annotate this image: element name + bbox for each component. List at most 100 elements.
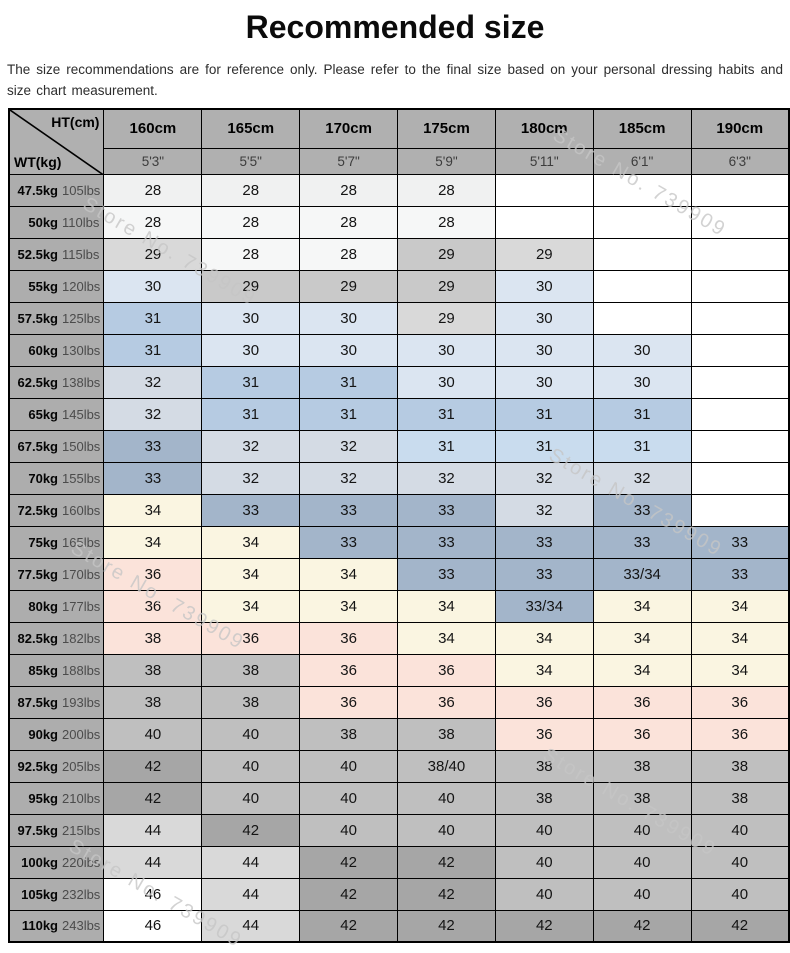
size-value-cell	[592, 269, 692, 303]
size-value-cell: 40	[690, 813, 790, 847]
weight-label-inner: 97.5kg 215lbs	[10, 823, 103, 838]
height-inches-cell: 5'5"	[201, 147, 301, 175]
size-value-cell: 28	[103, 173, 203, 207]
weight-kg-label: 110kg	[21, 918, 58, 934]
size-value-cell: 36	[103, 589, 203, 623]
weight-label-cell: 105kg 232lbs	[8, 877, 105, 911]
size-value-cell: 42	[494, 909, 594, 943]
size-value-cell: 34	[494, 653, 594, 687]
table-row: 47.5kg 105lbs 28 28 28 28	[8, 173, 790, 207]
size-value-cell	[690, 237, 790, 271]
disclaimer-text: The size recommendations are for referen…	[7, 62, 783, 98]
weight-kg-label: 80kg	[28, 598, 58, 614]
weight-kg-label: 67.5kg	[17, 438, 58, 454]
size-value-cell: 36	[103, 557, 203, 591]
table-row: 72.5kg 160lbs 34 33 33 33 32 33	[8, 493, 790, 527]
size-value-cell: 28	[201, 205, 301, 239]
weight-label-cell: 92.5kg 205lbs	[8, 749, 105, 783]
table-row: 52.5kg 115lbs 29 28 28 29 29	[8, 237, 790, 271]
size-value-cell: 42	[397, 909, 496, 943]
weight-label-cell: 80kg 177lbs	[8, 589, 105, 623]
table-row: 57.5kg 125lbs 31 30 30 29 30	[8, 301, 790, 335]
weight-kg-label: 95kg	[28, 790, 58, 806]
size-value-cell: 40	[299, 749, 399, 783]
size-value-cell: 44	[201, 845, 301, 879]
size-value-cell: 30	[494, 333, 594, 367]
weight-label-inner: 110kg 243lbs	[10, 918, 103, 933]
size-value-cell: 42	[201, 813, 301, 847]
size-value-cell: 38	[103, 685, 203, 719]
size-value-cell: 34	[592, 653, 692, 687]
size-value-cell: 46	[103, 877, 203, 911]
size-value-cell: 33	[592, 493, 692, 527]
size-value-cell: 42	[299, 845, 399, 879]
weight-kg-label: 85kg	[28, 662, 58, 678]
table-row: 65kg 145lbs 32 31 31 31 31 31	[8, 397, 790, 431]
weight-label-cell: 55kg 120lbs	[8, 269, 105, 303]
size-value-cell: 36	[690, 685, 790, 719]
size-value-cell: 44	[201, 909, 301, 943]
weight-lbs-label: 205lbs	[62, 758, 101, 774]
size-value-cell: 42	[299, 909, 399, 943]
weight-kg-label: 50kg	[28, 214, 58, 230]
size-value-cell: 34	[494, 621, 594, 655]
size-value-cell: 30	[201, 333, 301, 367]
size-value-cell	[690, 333, 790, 367]
table-row: 62.5kg 138lbs 32 31 31 30 30 30	[8, 365, 790, 399]
size-value-cell: 32	[103, 365, 203, 399]
size-value-cell	[690, 301, 790, 335]
weight-label-cell: 50kg 110lbs	[8, 205, 105, 239]
table-row: 60kg 130lbs 31 30 30 30 30 30	[8, 333, 790, 367]
height-axis-label: HT(cm)	[51, 114, 100, 130]
size-value-cell	[494, 205, 594, 239]
size-value-cell: 38	[592, 749, 692, 783]
size-value-cell: 38	[299, 717, 399, 751]
weight-kg-label: 105kg	[21, 886, 58, 902]
size-value-cell: 31	[397, 429, 496, 463]
weight-lbs-label: 145lbs	[62, 406, 101, 422]
table-row: 50kg 110lbs 28 28 28 28	[8, 205, 790, 239]
size-value-cell: 34	[299, 589, 399, 623]
size-chart-table: HT(cm) WT(kg) 160cm 165cm 170cm 175cm 180cm 1…	[8, 108, 790, 943]
size-value-cell: 30	[494, 301, 594, 335]
size-value-cell: 36	[592, 717, 692, 751]
size-value-cell	[592, 205, 692, 239]
size-value-cell: 38	[690, 749, 790, 783]
size-value-cell: 28	[201, 237, 301, 271]
size-value-cell: 29	[397, 269, 496, 303]
weight-lbs-label: 232lbs	[62, 886, 101, 902]
size-value-cell: 40	[299, 813, 399, 847]
weight-lbs-label: 188lbs	[62, 662, 101, 678]
size-value-cell: 40	[592, 845, 692, 879]
weight-lbs-label: 210lbs	[62, 790, 101, 806]
size-value-cell: 40	[592, 813, 692, 847]
size-value-cell: 36	[299, 621, 399, 655]
weight-label-cell: 67.5kg 150lbs	[8, 429, 105, 463]
height-inches-cell: 6'1"	[592, 147, 692, 175]
weight-label-inner: 67.5kg 150lbs	[10, 439, 103, 454]
weight-lbs-label: 105lbs	[62, 182, 101, 198]
size-value-cell	[592, 237, 692, 271]
size-value-cell: 30	[299, 301, 399, 335]
size-value-cell: 34	[201, 557, 301, 591]
size-value-cell: 40	[201, 749, 301, 783]
weight-lbs-label: 165lbs	[62, 534, 101, 550]
height-inches-cell: 5'9"	[397, 147, 496, 175]
size-value-cell	[592, 301, 692, 335]
table-row: 55kg 120lbs 30 29 29 29 30	[8, 269, 790, 303]
size-value-cell: 33	[494, 525, 594, 559]
size-value-cell: 34	[592, 621, 692, 655]
size-value-cell: 29	[201, 269, 301, 303]
weight-lbs-label: 125lbs	[62, 310, 101, 326]
size-value-cell: 40	[103, 717, 203, 751]
size-value-cell: 30	[201, 301, 301, 335]
table-row: 100kg 220lbs 44 44 42 42 40 40 40	[8, 845, 790, 879]
size-value-cell: 40	[494, 877, 594, 911]
size-value-cell: 30	[494, 365, 594, 399]
weight-label-cell: 100kg 220lbs	[8, 845, 105, 879]
weight-label-inner: 55kg 120lbs	[10, 279, 103, 294]
height-inches-cell: 5'3"	[103, 147, 203, 175]
weight-lbs-label: 160lbs	[62, 502, 101, 518]
size-value-cell: 28	[397, 173, 496, 207]
weight-kg-label: 77.5kg	[17, 566, 58, 582]
